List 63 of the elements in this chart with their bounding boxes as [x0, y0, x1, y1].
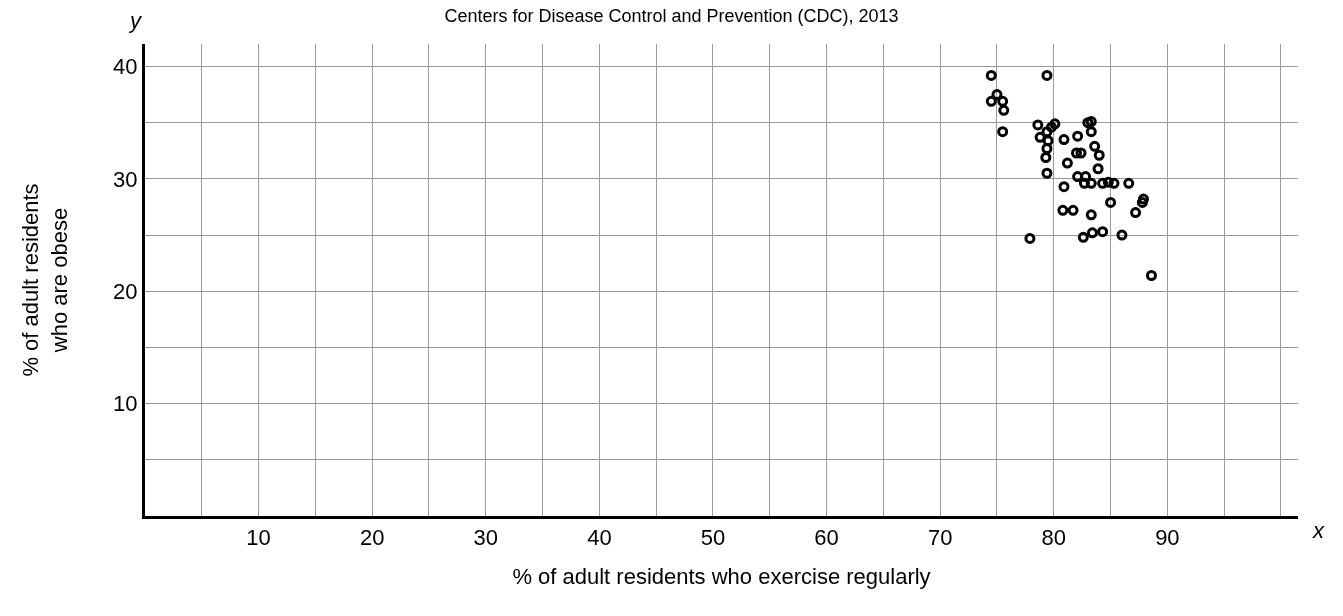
- point: [1097, 177, 1109, 189]
- point: [1089, 140, 1101, 152]
- point: [1123, 177, 1135, 189]
- point: [1058, 181, 1070, 193]
- x-axis-title: % of adult residents who exercise regularly: [512, 564, 931, 590]
- text: y: [128, 8, 143, 33]
- point: [1041, 126, 1053, 138]
- x-tick-label: 60: [814, 525, 839, 551]
- point: [1086, 227, 1098, 239]
- point: [1032, 119, 1044, 131]
- point: [1085, 126, 1097, 138]
- y-tick-label: 40: [113, 54, 138, 80]
- y-axis-title: % of adult residents who are obese: [18, 183, 72, 377]
- point: [1092, 163, 1104, 175]
- point: [1034, 131, 1046, 143]
- point: [1058, 134, 1070, 146]
- point: [997, 126, 1009, 138]
- point: [1130, 207, 1142, 219]
- y-tick-label: 10: [113, 391, 138, 417]
- point: [1097, 226, 1109, 238]
- point: [1102, 176, 1114, 188]
- point: [1085, 209, 1097, 221]
- y-tick-label: 30: [113, 166, 138, 192]
- point: [1067, 204, 1079, 216]
- point: [1024, 232, 1036, 244]
- text: x: [1312, 518, 1325, 543]
- point: [1046, 121, 1057, 133]
- x-tick-label: 30: [473, 525, 499, 551]
- point: [1075, 147, 1087, 159]
- point: [1041, 167, 1053, 179]
- point: [997, 95, 1009, 107]
- x-tick-label: 80: [1041, 525, 1067, 551]
- point: [1108, 177, 1120, 189]
- point: [1057, 204, 1069, 216]
- x-tick-label: 90: [1155, 525, 1180, 551]
- point: [985, 95, 997, 107]
- point: [985, 69, 997, 81]
- point: [1049, 118, 1061, 130]
- point: [1145, 270, 1157, 281]
- x-tick-label: 70: [927, 525, 953, 551]
- point: [1077, 231, 1089, 243]
- point: [1041, 143, 1053, 155]
- chart-subtitle: Centers for Disease Control and Prevention (CDC), 2013: [444, 5, 899, 26]
- point: [991, 89, 1003, 101]
- point: [1080, 171, 1092, 183]
- point: [1061, 157, 1073, 169]
- point: [1042, 135, 1054, 147]
- point: [998, 104, 1010, 116]
- point: [1116, 229, 1128, 241]
- point: [1072, 130, 1084, 142]
- y-tick-label: 20: [113, 278, 138, 304]
- x-tick-label: 40: [587, 525, 612, 551]
- x-tick-label: 20: [359, 525, 385, 551]
- point: [1072, 171, 1084, 183]
- x-tick-label: 10: [246, 525, 271, 551]
- point: [1105, 196, 1117, 208]
- point: [1085, 177, 1097, 189]
- x-tick-label: 50: [700, 525, 726, 551]
- point: [1093, 149, 1105, 161]
- point: [1040, 152, 1052, 163]
- point: [1070, 147, 1082, 159]
- point: [1078, 177, 1090, 189]
- point: [1041, 69, 1053, 81]
